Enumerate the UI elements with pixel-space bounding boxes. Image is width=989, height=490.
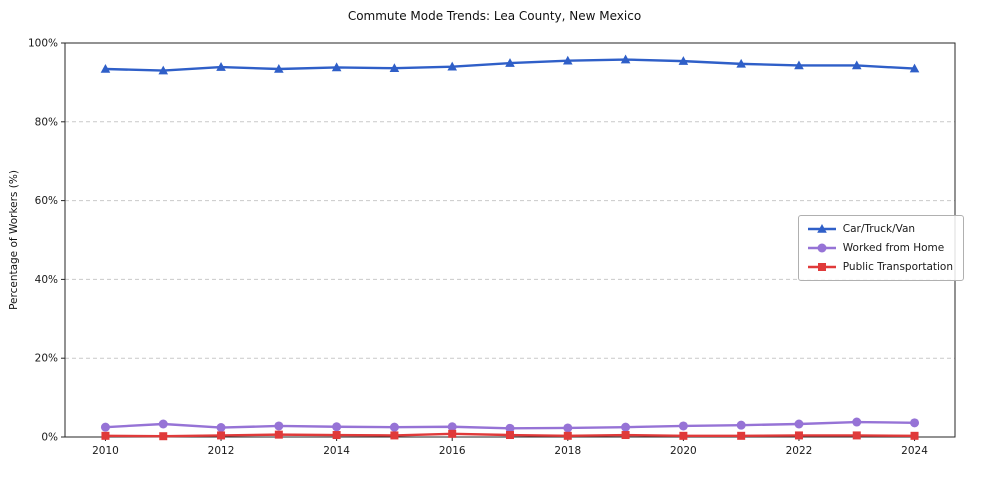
- svg-text:20%: 20%: [35, 353, 58, 365]
- legend-label: Worked from Home: [842, 242, 945, 254]
- svg-text:2020: 2020: [670, 445, 697, 457]
- line-circle-marker-icon: [807, 243, 836, 253]
- svg-text:2016: 2016: [439, 445, 466, 457]
- chart-title: Commute Mode Trends: Lea County, New Mex…: [347, 9, 642, 23]
- line-triangle-marker-icon: [807, 224, 836, 233]
- svg-text:80%: 80%: [35, 116, 58, 128]
- svg-text:2010: 2010: [92, 445, 119, 457]
- legend-item: Public Transportation: [807, 261, 953, 273]
- svg-text:40%: 40%: [35, 274, 58, 286]
- svg-text:2012: 2012: [208, 445, 235, 457]
- line-square-marker-icon: [807, 263, 836, 271]
- svg-text:60%: 60%: [35, 195, 58, 207]
- svg-text:2024: 2024: [901, 445, 928, 457]
- legend-item: Car/Truck/Van: [807, 223, 953, 235]
- legend-label: Public Transportation: [842, 261, 953, 273]
- svg-text:2014: 2014: [323, 445, 350, 457]
- svg-text:100%: 100%: [28, 38, 58, 50]
- legend: Car/Truck/Van Worked from Home Public Tr…: [797, 215, 964, 281]
- svg-text:2018: 2018: [554, 445, 581, 457]
- legend-label: Car/Truck/Van: [842, 223, 916, 235]
- svg-text:0%: 0%: [41, 432, 58, 444]
- svg-text:2022: 2022: [786, 445, 813, 457]
- legend-item: Worked from Home: [807, 242, 953, 254]
